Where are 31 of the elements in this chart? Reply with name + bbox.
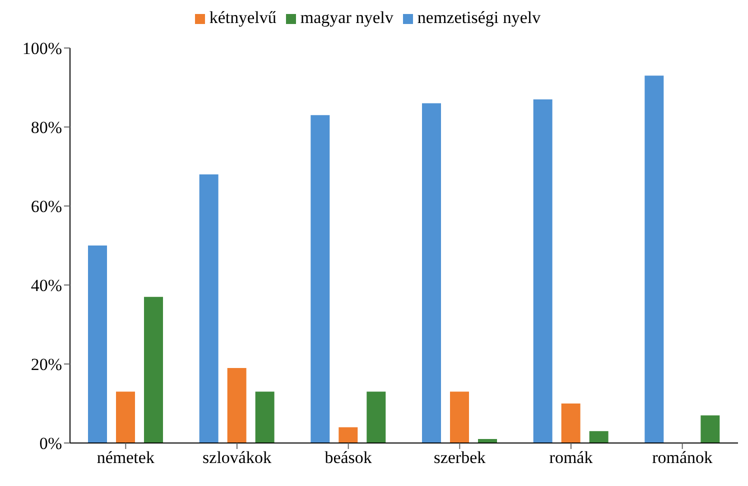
x-tick-label: romák: [549, 448, 594, 468]
x-tick-label: beások: [324, 448, 372, 468]
bar: [255, 392, 274, 443]
y-tick-label: 0%: [39, 434, 62, 454]
y-tick-label: 40%: [30, 276, 62, 296]
bar: [700, 415, 720, 443]
bar: [533, 99, 552, 443]
bar: [450, 392, 469, 443]
x-tick-label: románok: [652, 448, 714, 468]
y-tick-label: 20%: [30, 355, 62, 374]
y-tick-label: 60%: [30, 197, 62, 216]
x-tick-label: szerbek: [434, 448, 486, 468]
legend-label: nemzetiségi nyelv: [417, 8, 541, 27]
y-tick-label: 100%: [22, 39, 62, 58]
bar: [199, 174, 218, 443]
bar: [116, 392, 135, 443]
bar: [589, 431, 608, 443]
bar: [227, 368, 246, 443]
y-tick-label: 80%: [30, 118, 62, 138]
bar: [88, 246, 107, 443]
x-tick-label: németek: [96, 448, 155, 468]
bar: [310, 115, 330, 443]
legend-label: kétnyelvű: [209, 8, 276, 27]
legend-label: magyar nyelv: [300, 8, 394, 27]
bar: [366, 392, 386, 443]
bar: [338, 427, 358, 443]
x-tick-label: szlovákok: [202, 448, 272, 468]
bar: [144, 296, 163, 443]
bar: [644, 76, 664, 443]
bar: [422, 103, 441, 443]
bar: [561, 404, 580, 443]
